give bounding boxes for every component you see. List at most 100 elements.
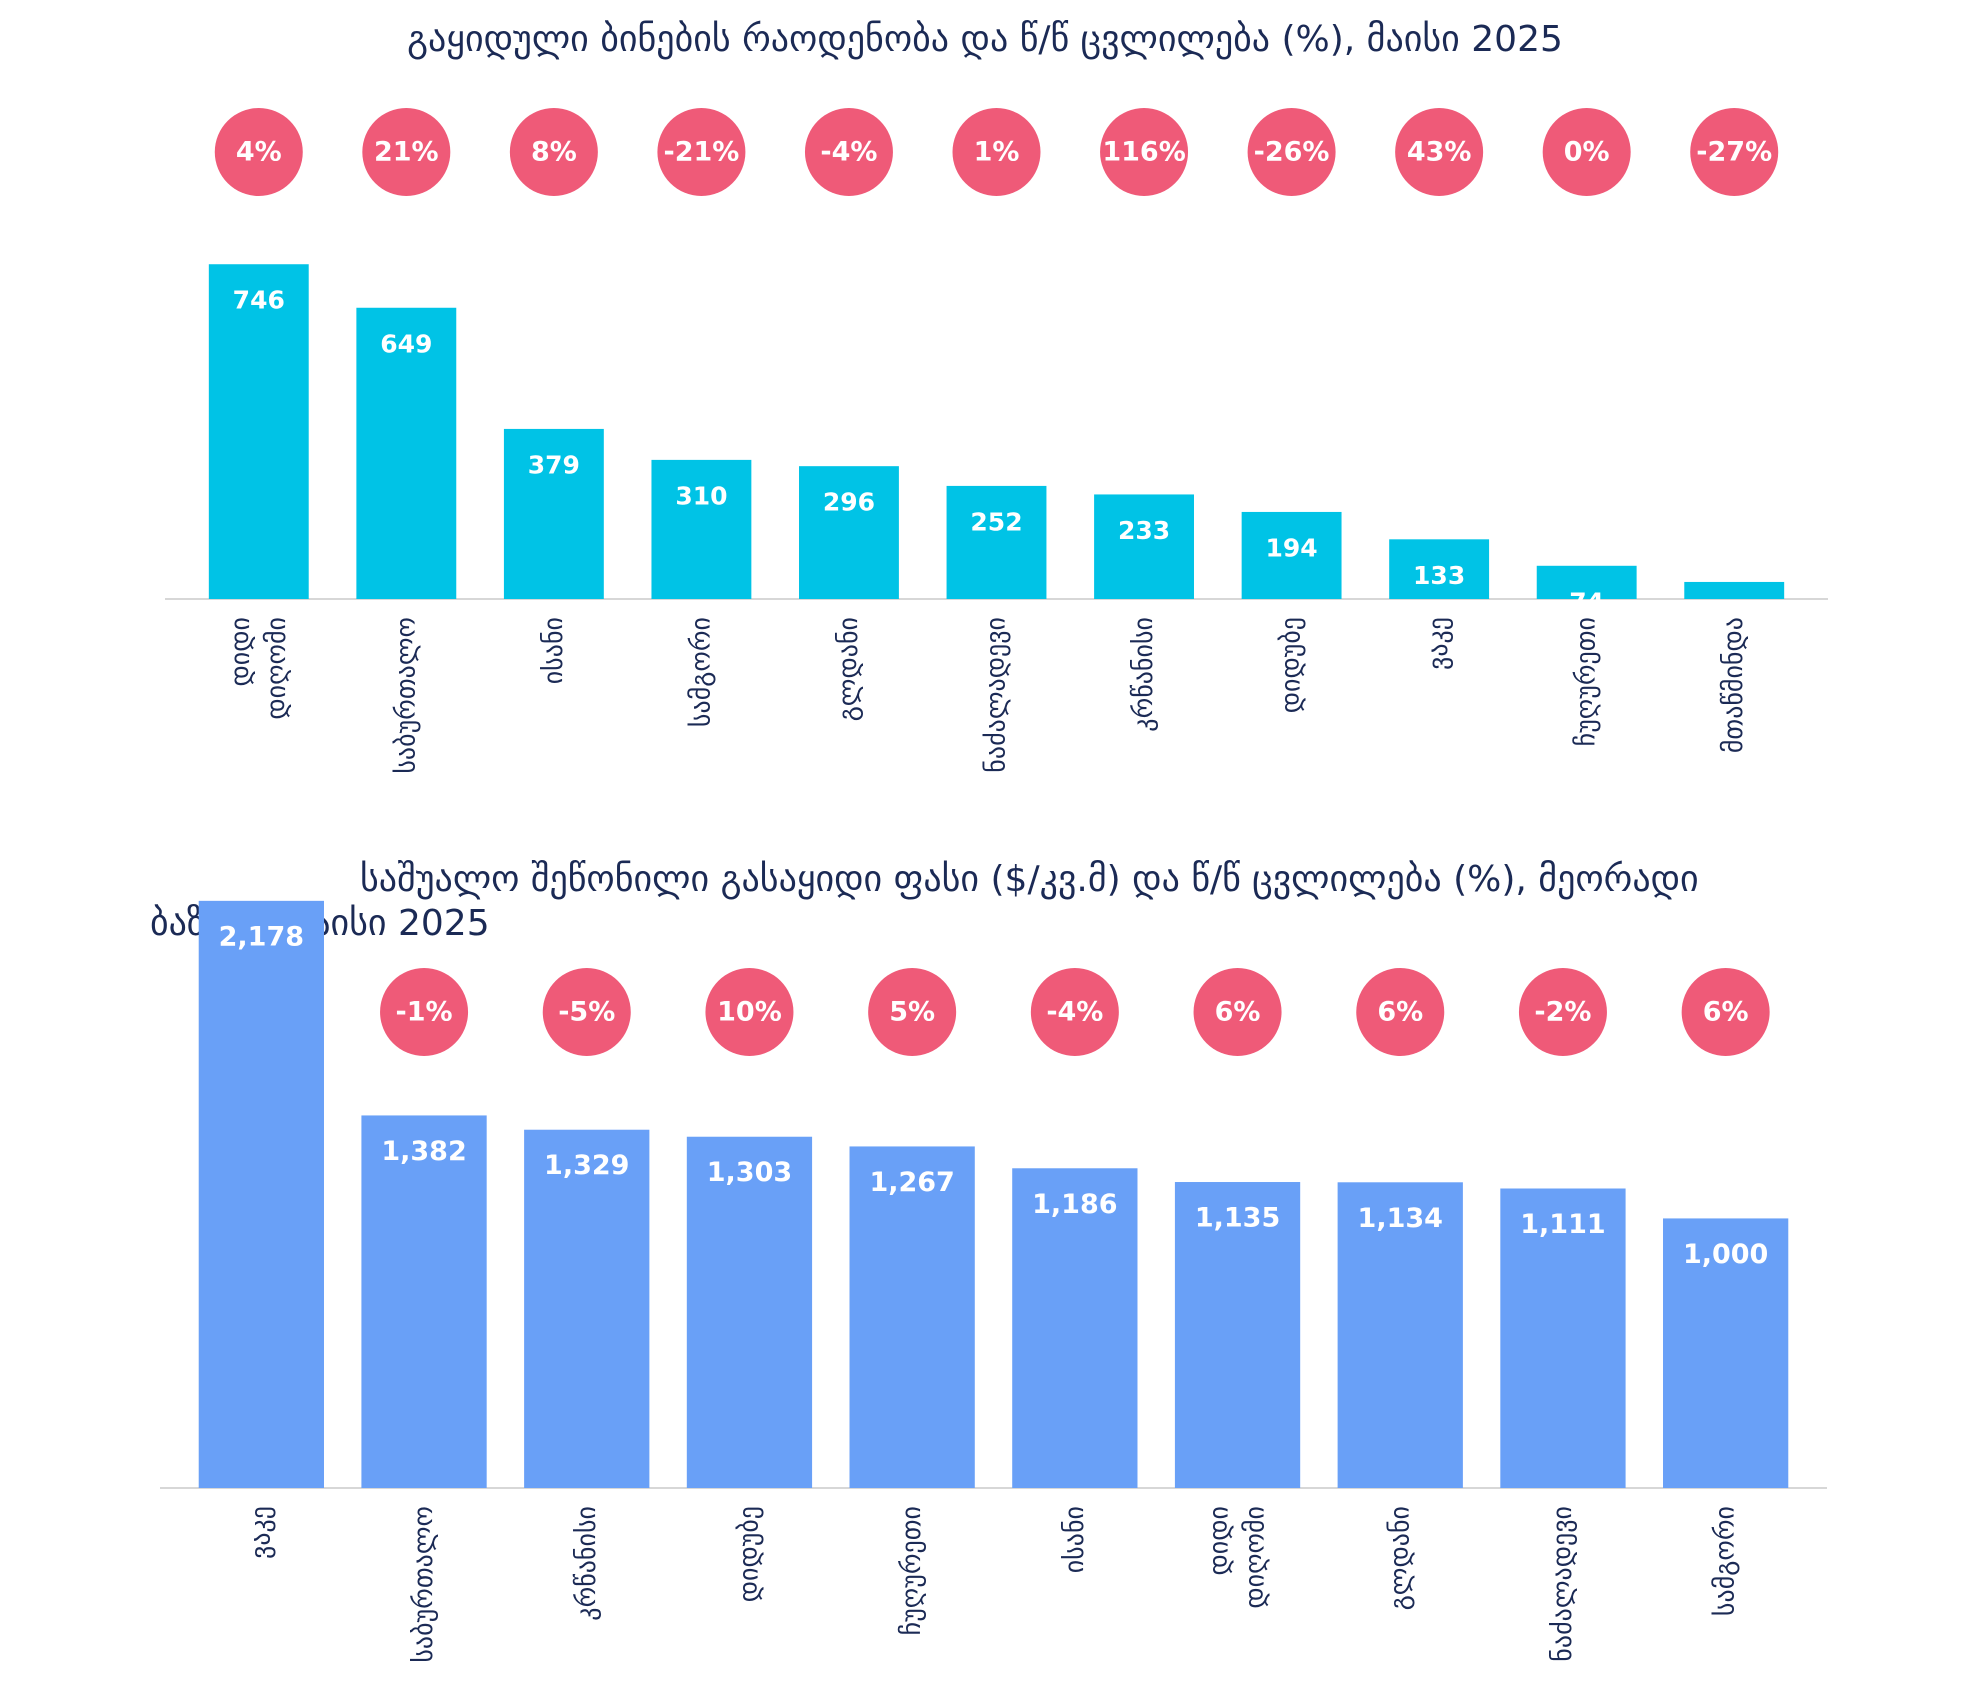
category-label-line: ისანი	[1060, 1506, 1090, 1573]
yoy-badge	[542, 968, 631, 1056]
yoy-badge	[1681, 968, 1770, 1056]
yoy-badge	[1542, 108, 1631, 196]
category-label-line: დიდუბე	[1277, 617, 1307, 713]
bar-value-label: 1,111	[1520, 1209, 1605, 1240]
bar-value-label: 38	[1717, 603, 1752, 632]
yoy-badge	[1690, 108, 1779, 196]
yoy-badge	[705, 968, 794, 1056]
category-label: ჩუღურეთი	[897, 1506, 927, 1635]
category-label-line: კრწანისი	[1129, 617, 1159, 732]
bar	[198, 900, 324, 1488]
category-label: კრწანისი	[1129, 617, 1159, 732]
yoy-badge	[952, 108, 1041, 196]
category-label-line: ვაკე	[246, 1506, 276, 1559]
bar-value-label: 1,186	[1032, 1189, 1117, 1220]
chart-title-average-price: საშუალო შეწონილი გასაყიდი ფასი ($/კვ.მ) …	[150, 859, 1699, 944]
yoy-change-label: -2%	[1534, 997, 1591, 1028]
category-label: სამგორი	[686, 617, 716, 727]
category-label-line: დიღომი	[262, 617, 292, 720]
bar-value-label: 649	[380, 329, 432, 358]
yoy-badge	[1193, 968, 1282, 1056]
yoy-change-label: 5%	[889, 997, 935, 1028]
category-label: საბურთალო	[409, 1506, 439, 1663]
category-label-line: სამგორი	[1711, 1506, 1741, 1616]
bar	[1500, 1188, 1626, 1488]
yoy-change-label: -1%	[396, 997, 453, 1028]
category-label: გლდანი	[834, 617, 864, 721]
yoy-change-label: 21%	[374, 137, 439, 168]
category-label: ისანი	[1060, 1506, 1090, 1573]
bar	[503, 428, 604, 599]
yoy-badge	[362, 108, 451, 196]
yoy-change-label: -21%	[663, 137, 739, 168]
yoy-change-label: 43%	[1407, 137, 1472, 168]
yoy-badge	[1518, 968, 1607, 1056]
bar	[1174, 1182, 1301, 1488]
category-label: დიდი დიღომი	[1205, 1506, 1271, 1609]
category-label: ნაძალადევი	[1548, 1506, 1578, 1662]
category-label-line: დიღომი	[1241, 1506, 1271, 1609]
category-label: დიდუბე	[1277, 617, 1307, 713]
bar-value-label: 74	[1569, 587, 1604, 616]
category-label-line: დიდი	[1205, 1506, 1235, 1575]
category-label: სამგორი	[1711, 1506, 1741, 1616]
bar-value-label: 379	[528, 450, 580, 479]
bar	[1337, 1182, 1463, 1488]
bar-value-label: 296	[823, 488, 875, 517]
category-label: კრწანისი	[572, 1506, 602, 1621]
bar	[799, 466, 899, 599]
category-label-line: ჩუღურეთი	[897, 1506, 927, 1635]
bar-value-label: 194	[1265, 533, 1317, 562]
category-label-line: სამგორი	[686, 617, 716, 727]
category-label: საბურთალო	[391, 617, 421, 774]
bar	[1012, 1168, 1138, 1488]
bar	[686, 1136, 813, 1488]
yoy-badge	[1356, 968, 1445, 1056]
chart-title-sold-apartments: გაყიდული ბინების რაოდენობა და წ/წ ცვლილე…	[407, 19, 1563, 60]
category-label: დიდი დიღომი	[226, 617, 292, 720]
bar	[1684, 581, 1785, 599]
yoy-badge	[509, 108, 598, 196]
category-label-line: დიდუბე	[734, 1506, 764, 1602]
bar-value-label: 2,178	[219, 921, 304, 952]
yoy-badge	[1395, 108, 1484, 196]
yoy-badge	[1247, 108, 1336, 196]
yoy-change-label: -5%	[558, 997, 615, 1028]
category-label-line: ვაკე	[1424, 617, 1454, 670]
category-label-line: გლდანი	[1385, 1506, 1415, 1610]
average-price-bar-chart: 16%2,178ვაკე-1%1,382საბურთალო-5%1,329კრწ…	[160, 900, 1827, 1663]
category-label-line: მთაწმინდა	[1719, 617, 1749, 753]
category-label: გლდანი	[1385, 1506, 1415, 1610]
bar-value-label: 233	[1118, 516, 1170, 545]
yoy-change-label: 10%	[717, 997, 782, 1028]
yoy-change-label: -27%	[1696, 137, 1772, 168]
yoy-change-label: -4%	[1046, 997, 1103, 1028]
category-label: ნაძალადევი	[982, 617, 1012, 773]
category-label-line: ნაძალადევი	[1548, 1506, 1578, 1662]
yoy-change-label: 8%	[531, 137, 577, 168]
category-label: ვაკე	[1424, 617, 1454, 670]
bar	[1389, 539, 1490, 599]
category-label-line: ნაძალადევი	[982, 617, 1012, 773]
bar-value-label: 133	[1413, 561, 1465, 590]
bar	[1094, 494, 1194, 599]
category-label-line: კრწანისი	[572, 1506, 602, 1621]
category-label-line: საბურთალო	[391, 617, 421, 774]
bar-value-label: 1,267	[869, 1167, 954, 1198]
yoy-badge	[1030, 968, 1119, 1056]
category-label-line: ჩუღურეთი	[1572, 617, 1602, 746]
yoy-badge	[1100, 108, 1189, 196]
category-label: დიდუბე	[734, 1506, 764, 1602]
yoy-badge	[868, 968, 957, 1056]
bar	[356, 307, 457, 599]
bar	[361, 1115, 487, 1488]
yoy-change-label: 6%	[1377, 997, 1423, 1028]
category-label-line: გლდანი	[834, 617, 864, 721]
yoy-change-label: 116%	[1102, 137, 1185, 168]
bar-value-label: 1,382	[381, 1136, 466, 1167]
yoy-change-label: -26%	[1254, 137, 1330, 168]
bar-value-label: 1,135	[1195, 1203, 1280, 1234]
bar-value-label: 1,303	[707, 1157, 792, 1188]
bar-value-label: 252	[970, 507, 1022, 536]
category-label-line: საბურთალო	[409, 1506, 439, 1663]
